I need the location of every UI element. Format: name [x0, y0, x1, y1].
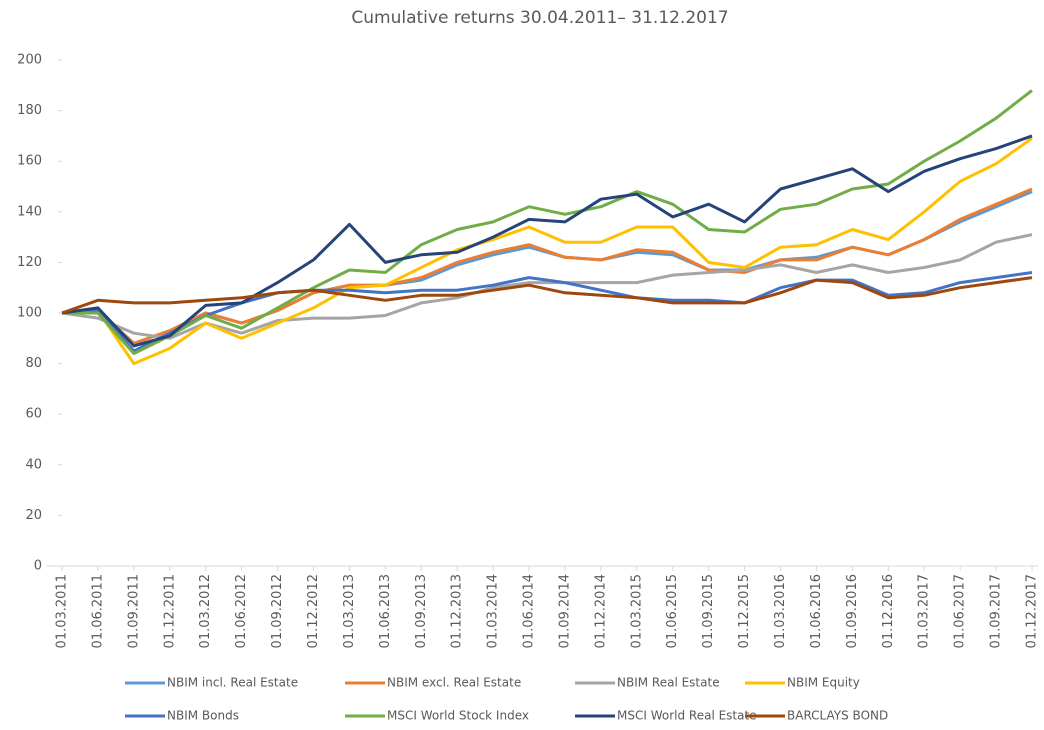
x-tick-label: 01.09.2013	[414, 574, 429, 648]
x-tick-label: 01.09.2011	[126, 574, 141, 648]
legend-label: NBIM excl. Real Estate	[387, 676, 521, 690]
y-tick-label: 0	[34, 559, 42, 574]
series-line	[61, 190, 1033, 345]
x-tick-label: 01.03.2015	[629, 574, 644, 648]
x-tick-label: 01.06.2013	[378, 574, 393, 648]
x-tick-label: 01.03.2014	[486, 574, 501, 648]
x-tick-label: 01.03.2011	[55, 574, 70, 648]
series-line	[61, 271, 1033, 353]
series-line	[61, 233, 1033, 340]
series-line	[61, 134, 1033, 348]
y-tick-label: 140	[17, 204, 42, 219]
y-tick-label: 200	[17, 53, 42, 68]
x-tick-label: 01.06.2014	[522, 574, 537, 648]
legend-label: MSCI World Stock Index	[387, 709, 529, 723]
series-line	[61, 137, 1033, 366]
x-tick-label: 01.09.2012	[270, 574, 285, 648]
x-tick-label: 01.06.2012	[234, 574, 249, 648]
y-tick-label: 100	[17, 306, 42, 321]
series-line	[61, 187, 1033, 345]
x-tick-label: 01.12.2017	[1025, 574, 1040, 648]
y-tick-label: 120	[17, 255, 42, 270]
x-tick-label: 01.12.2016	[881, 574, 896, 648]
y-tick-label: 60	[25, 407, 42, 422]
x-tick-label: 01.12.2011	[162, 574, 177, 648]
x-tick-label: 01.03.2013	[342, 574, 357, 648]
x-tick-label: 01.06.2017	[953, 574, 968, 648]
legend-label: BARCLAYS BOND	[787, 709, 888, 723]
y-tick-label: 160	[17, 154, 42, 169]
x-tick-label: 01.06.2015	[665, 574, 680, 648]
x-tick-label: 01.03.2017	[917, 574, 932, 648]
x-tick-label: 01.09.2017	[989, 574, 1004, 648]
x-tick-label: 01.12.2013	[450, 574, 465, 648]
chart-title: Cumulative returns 30.04.2011– 31.12.201…	[351, 8, 728, 28]
series-line	[61, 276, 1033, 315]
x-tick-label: 01.06.2016	[809, 574, 824, 648]
x-tick-label: 01.12.2015	[737, 574, 752, 648]
x-tick-label: 01.09.2016	[845, 574, 860, 648]
legend-label: MSCI World Real Estate	[617, 709, 757, 723]
legend-label: NBIM incl. Real Estate	[167, 676, 298, 690]
x-tick-label: 01.06.2011	[90, 574, 105, 648]
y-tick-label: 80	[25, 356, 42, 371]
x-tick-label: 01.03.2016	[773, 574, 788, 648]
x-tick-label: 01.09.2014	[557, 574, 572, 648]
x-tick-label: 01.12.2014	[593, 574, 608, 648]
legend-label: NBIM Equity	[787, 676, 860, 690]
x-tick-label: 01.12.2012	[306, 574, 321, 648]
series-line	[62, 89, 1033, 355]
legend-label: NBIM Bonds	[167, 709, 239, 723]
x-tick-label: 01.03.2012	[198, 574, 213, 648]
y-tick-label: 180	[17, 103, 42, 118]
x-tick-label: 01.09.2015	[701, 574, 716, 648]
y-tick-label: 20	[25, 508, 42, 523]
legend-label: NBIM Real Estate	[617, 676, 720, 690]
y-tick-label: 40	[25, 457, 42, 472]
